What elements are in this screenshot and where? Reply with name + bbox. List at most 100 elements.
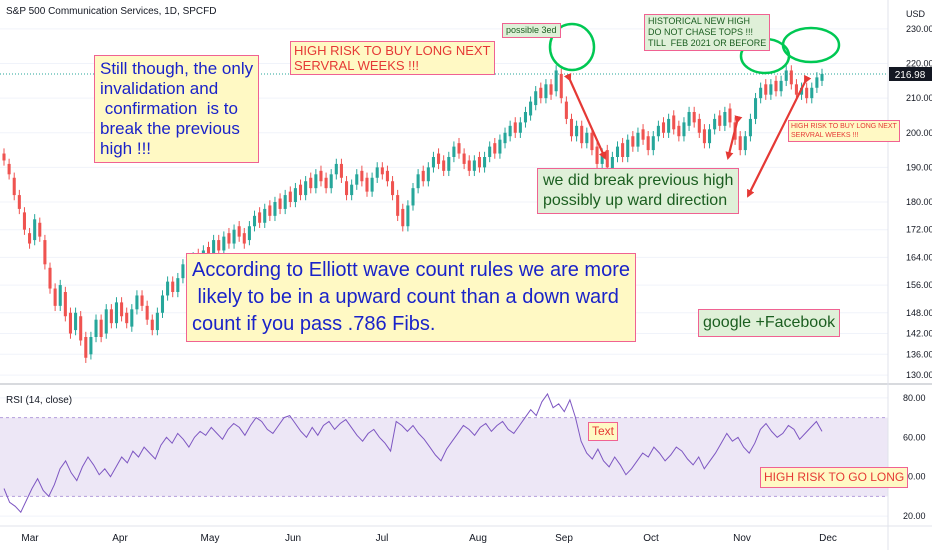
annotation-high-risk-long: HIGH RISK TO GO LONG (760, 467, 909, 488)
candle-body (595, 146, 599, 164)
candle-body (564, 101, 568, 119)
candle-body (718, 115, 722, 126)
candle-body (784, 70, 788, 81)
candle-body (656, 125, 660, 137)
candle-body (518, 122, 522, 133)
candle-body (89, 337, 93, 355)
candle-body (345, 181, 349, 196)
candle-body (677, 125, 681, 137)
annotation-elliott-wave: According to Elliott wave count rules we… (186, 253, 636, 342)
candle-body (12, 177, 16, 196)
candle-body (370, 177, 374, 192)
candle-body (145, 305, 149, 320)
candle-body (483, 157, 487, 168)
candle-body (360, 170, 364, 182)
candle-body (339, 163, 343, 178)
candle-body (743, 136, 747, 151)
candle-body (810, 87, 814, 99)
price-tick-label: 142.00 (906, 329, 932, 339)
price-tick-label: 148.00 (906, 308, 932, 318)
candle-body (605, 150, 609, 168)
candle-body (769, 84, 773, 95)
candle-body (84, 337, 88, 358)
candle-body (293, 188, 297, 202)
candle-body (324, 177, 328, 189)
candle-body (181, 264, 185, 279)
candle-body (114, 302, 119, 324)
candle-body (539, 87, 543, 99)
candle-body (554, 70, 558, 92)
candle-body (569, 118, 574, 137)
price-tick-label: 210.00 (906, 93, 932, 103)
candle-body (350, 184, 354, 196)
time-tick-label: Sep (555, 533, 573, 544)
arrow-nov-updown (725, 115, 743, 160)
candle-body (820, 73, 824, 81)
candle-body (646, 136, 650, 151)
price-tick-label: 156.00 (906, 280, 932, 290)
candle-body (544, 84, 548, 99)
price-axis[interactable]: 130.00 136.00 142.00 148.00 156.00 164.00 172.… (906, 24, 932, 380)
candle-body (723, 112, 727, 126)
time-tick-label: Jul (376, 533, 389, 544)
candle-body (508, 125, 512, 137)
candle-body (713, 118, 717, 130)
candle-body (33, 219, 37, 241)
candle-body (375, 167, 379, 178)
rsi-tick-label: 40.00 (903, 472, 926, 482)
candle-body (585, 132, 589, 144)
candle-body (779, 80, 783, 92)
candle-body (759, 87, 763, 99)
candle-body (488, 146, 492, 157)
candle-body (99, 319, 103, 337)
candle-body (610, 157, 614, 171)
candle-body (789, 70, 793, 85)
candle-body (794, 84, 798, 95)
time-tick-label: Oct (643, 533, 659, 544)
rsi-axis[interactable]: 20.00 40.00 60.00 80.00 (903, 393, 926, 521)
candle-body (247, 226, 251, 241)
candle-body (682, 122, 686, 137)
candle-body (641, 129, 645, 140)
price-tick-label: 130.00 (906, 370, 932, 380)
candle-body (74, 312, 78, 331)
candle-body (636, 132, 640, 147)
candle-body (263, 208, 267, 223)
candle-body (288, 191, 292, 202)
candle-body (227, 233, 231, 244)
time-axis[interactable]: Mar Apr May Jun Jul Aug Sep Oct Nov Dec (21, 533, 837, 544)
candle-body (503, 132, 507, 144)
candle-body (667, 118, 671, 133)
time-tick-label: Nov (733, 533, 751, 544)
candle-body (396, 195, 400, 216)
candle-body (17, 195, 21, 209)
candle-body (457, 143, 461, 154)
rsi-band (0, 417, 888, 497)
candle-body (431, 157, 435, 168)
candle-body (702, 129, 706, 144)
candle-body (442, 160, 446, 171)
highlight-circle-september (548, 22, 596, 72)
candle-body (355, 174, 359, 185)
annotation-high-risk-top: HIGH RISK TO BUY LONG NEXT SERVRAL WEEKS… (290, 41, 495, 75)
candle-body (452, 146, 456, 157)
candle-body (94, 319, 98, 337)
candle-body (171, 281, 175, 292)
candle-body (28, 233, 32, 244)
candle-body (329, 174, 333, 189)
last-price-tag: 216.98 (889, 66, 932, 81)
candle-body (534, 91, 538, 106)
time-tick-label: Aug (469, 533, 487, 544)
candle-body (385, 170, 389, 182)
candle-body (774, 80, 778, 92)
candle-body (258, 212, 262, 223)
candle-body (135, 295, 139, 310)
candle-body (2, 153, 6, 161)
arrow-nov-long (747, 74, 812, 198)
candle-body (477, 157, 481, 168)
candle-body (63, 292, 67, 317)
rsi-title: RSI (14, close) (6, 395, 72, 406)
price-tick-label: 190.00 (906, 162, 932, 172)
candle-body (319, 170, 323, 182)
candle-body (391, 181, 395, 196)
